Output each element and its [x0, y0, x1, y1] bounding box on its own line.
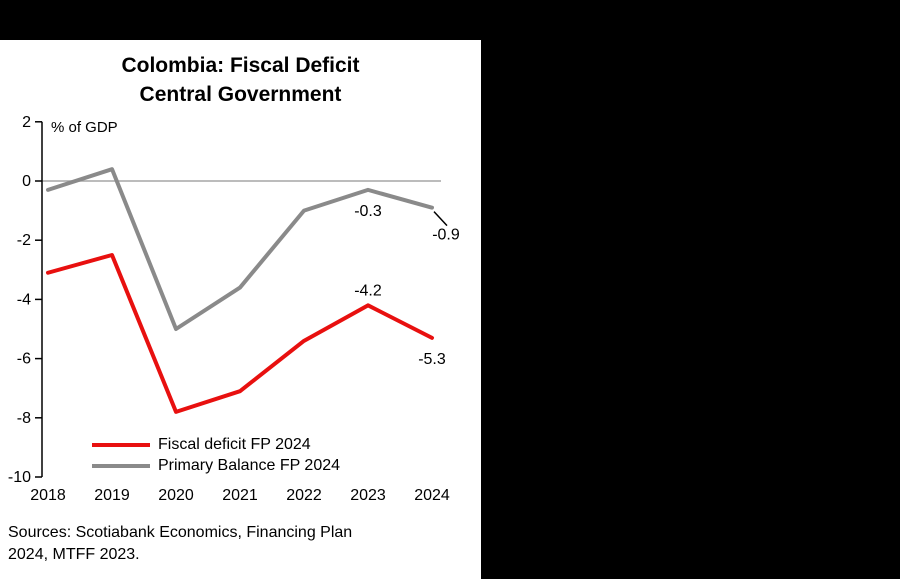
sources-line2: 2024, MTFF 2023.: [8, 546, 140, 564]
chart-legend: Fiscal deficit FP 2024 Primary Balance F…: [92, 434, 340, 476]
sources-line1: Sources: Scotiabank Economics, Financing…: [8, 524, 353, 541]
legend-item-fiscal-deficit: Fiscal deficit FP 2024: [92, 434, 340, 455]
svg-text:-6: -6: [17, 351, 31, 368]
legend-label-fiscal-deficit: Fiscal deficit FP 2024: [158, 435, 311, 453]
chart-title-line2: Central Government: [139, 83, 342, 107]
chart-panel: Colombia: Fiscal Deficit Central Governm…: [0, 40, 481, 579]
svg-text:2019: 2019: [94, 487, 130, 504]
legend-swatch-primary-balance: [92, 463, 150, 468]
svg-text:-8: -8: [17, 410, 31, 427]
svg-text:-5.3: -5.3: [418, 351, 446, 368]
svg-text:2: 2: [22, 114, 31, 131]
svg-text:2023: 2023: [350, 487, 386, 504]
svg-text:-10: -10: [8, 469, 31, 486]
svg-text:2021: 2021: [222, 487, 258, 504]
svg-text:-0.9: -0.9: [432, 227, 460, 244]
svg-text:2018: 2018: [30, 487, 66, 504]
svg-text:% of GDP: % of GDP: [51, 119, 118, 136]
svg-text:-2: -2: [17, 232, 31, 249]
sources-note: Sources: Scotiabank Economics, Financing…: [8, 522, 352, 567]
svg-text:-4.2: -4.2: [354, 282, 382, 299]
legend-item-primary-balance: Primary Balance FP 2024: [92, 455, 340, 476]
legend-label-primary-balance: Primary Balance FP 2024: [158, 456, 341, 474]
top-black-bar: [0, 0, 900, 40]
svg-text:2022: 2022: [286, 487, 322, 504]
chart-title-line1: Colombia: Fiscal Deficit: [121, 54, 360, 77]
svg-text:0: 0: [22, 173, 31, 190]
legend-swatch-fiscal-deficit: [92, 442, 150, 447]
svg-text:-4: -4: [17, 291, 31, 308]
svg-text:2020: 2020: [158, 487, 194, 504]
chart-title: Colombia: Fiscal Deficit Central Governm…: [0, 51, 481, 110]
svg-text:-0.3: -0.3: [354, 203, 382, 220]
svg-text:2024: 2024: [414, 487, 450, 504]
